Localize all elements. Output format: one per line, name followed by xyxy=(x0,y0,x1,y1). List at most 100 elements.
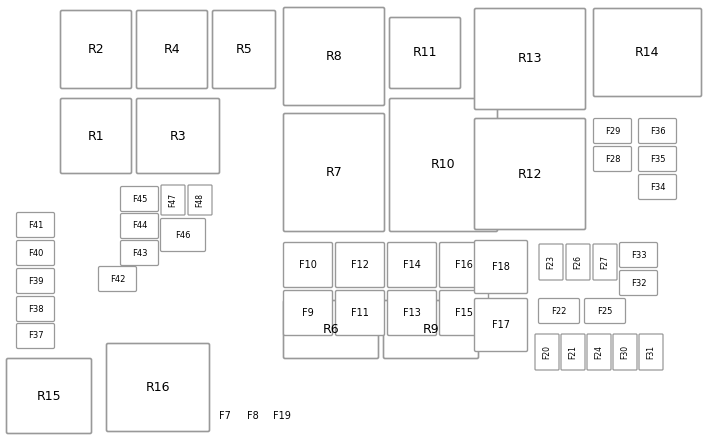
FancyBboxPatch shape xyxy=(284,7,384,106)
FancyBboxPatch shape xyxy=(566,244,590,280)
FancyBboxPatch shape xyxy=(284,301,379,359)
Text: R13: R13 xyxy=(518,52,543,66)
FancyBboxPatch shape xyxy=(474,8,585,110)
FancyBboxPatch shape xyxy=(188,185,212,215)
Text: F39: F39 xyxy=(28,276,43,286)
FancyBboxPatch shape xyxy=(387,242,436,287)
Text: F42: F42 xyxy=(110,275,125,283)
FancyBboxPatch shape xyxy=(336,290,384,335)
FancyBboxPatch shape xyxy=(389,99,498,231)
Text: R6: R6 xyxy=(323,323,339,336)
FancyBboxPatch shape xyxy=(474,118,585,230)
Text: F31: F31 xyxy=(647,345,655,359)
FancyBboxPatch shape xyxy=(16,268,54,293)
Text: F10: F10 xyxy=(299,260,317,270)
FancyBboxPatch shape xyxy=(387,290,436,335)
FancyBboxPatch shape xyxy=(61,99,131,173)
Text: F24: F24 xyxy=(595,345,603,359)
FancyBboxPatch shape xyxy=(587,334,611,370)
Text: F22: F22 xyxy=(551,307,567,315)
Text: F12: F12 xyxy=(351,260,369,270)
FancyBboxPatch shape xyxy=(212,11,275,88)
Text: R8: R8 xyxy=(326,50,342,63)
Text: F18: F18 xyxy=(492,262,510,272)
Text: R12: R12 xyxy=(518,168,543,180)
FancyBboxPatch shape xyxy=(539,244,563,280)
Text: F13: F13 xyxy=(403,308,421,318)
FancyBboxPatch shape xyxy=(98,267,136,291)
Text: F15: F15 xyxy=(455,308,473,318)
FancyBboxPatch shape xyxy=(620,242,657,268)
FancyBboxPatch shape xyxy=(284,114,384,231)
FancyBboxPatch shape xyxy=(474,298,528,352)
FancyBboxPatch shape xyxy=(439,242,488,287)
FancyBboxPatch shape xyxy=(16,323,54,348)
FancyBboxPatch shape xyxy=(61,11,131,88)
FancyBboxPatch shape xyxy=(538,298,580,323)
Text: F17: F17 xyxy=(492,320,510,330)
Text: R5: R5 xyxy=(235,43,252,56)
FancyBboxPatch shape xyxy=(161,185,185,215)
FancyBboxPatch shape xyxy=(120,187,158,212)
Text: F40: F40 xyxy=(28,249,43,257)
Text: F38: F38 xyxy=(28,304,43,313)
Text: F37: F37 xyxy=(28,331,43,341)
Text: F46: F46 xyxy=(175,231,191,239)
Text: R9: R9 xyxy=(423,323,439,336)
Text: F28: F28 xyxy=(605,154,620,164)
FancyBboxPatch shape xyxy=(593,147,632,172)
Text: F34: F34 xyxy=(650,183,665,191)
FancyBboxPatch shape xyxy=(620,271,657,296)
FancyBboxPatch shape xyxy=(613,334,637,370)
FancyBboxPatch shape xyxy=(439,290,488,335)
FancyBboxPatch shape xyxy=(336,242,384,287)
Text: F20: F20 xyxy=(543,345,551,359)
Text: F16: F16 xyxy=(455,260,473,270)
Text: F21: F21 xyxy=(568,345,578,359)
FancyBboxPatch shape xyxy=(639,334,663,370)
FancyBboxPatch shape xyxy=(284,290,332,335)
Text: R2: R2 xyxy=(88,43,104,56)
FancyBboxPatch shape xyxy=(639,118,677,143)
Text: F36: F36 xyxy=(650,126,665,136)
Text: F25: F25 xyxy=(597,307,612,315)
Text: R7: R7 xyxy=(326,166,342,179)
Text: F47: F47 xyxy=(168,193,178,207)
FancyBboxPatch shape xyxy=(474,241,528,293)
FancyBboxPatch shape xyxy=(384,301,478,359)
FancyBboxPatch shape xyxy=(639,175,677,199)
Text: F27: F27 xyxy=(600,255,610,269)
Text: F23: F23 xyxy=(546,255,555,269)
FancyBboxPatch shape xyxy=(16,297,54,322)
FancyBboxPatch shape xyxy=(106,344,210,432)
FancyBboxPatch shape xyxy=(6,359,91,433)
Text: F29: F29 xyxy=(605,126,620,136)
Text: F33: F33 xyxy=(631,250,646,260)
Text: R10: R10 xyxy=(431,158,456,172)
Text: F35: F35 xyxy=(650,154,665,164)
FancyBboxPatch shape xyxy=(639,147,677,172)
Text: F8: F8 xyxy=(247,411,259,421)
Text: R15: R15 xyxy=(36,389,61,403)
Text: R3: R3 xyxy=(170,129,186,143)
Text: R1: R1 xyxy=(88,129,104,143)
Text: F43: F43 xyxy=(132,249,148,257)
FancyBboxPatch shape xyxy=(16,213,54,238)
FancyBboxPatch shape xyxy=(593,244,617,280)
Text: F26: F26 xyxy=(573,255,583,269)
FancyBboxPatch shape xyxy=(120,213,158,238)
FancyBboxPatch shape xyxy=(136,99,220,173)
Text: F48: F48 xyxy=(195,193,205,207)
Text: R16: R16 xyxy=(145,381,170,394)
Text: F41: F41 xyxy=(28,220,43,230)
Text: R4: R4 xyxy=(164,43,180,56)
Text: F19: F19 xyxy=(273,411,291,421)
FancyBboxPatch shape xyxy=(535,334,559,370)
FancyBboxPatch shape xyxy=(389,18,461,88)
FancyBboxPatch shape xyxy=(585,298,625,323)
Text: F9: F9 xyxy=(302,308,314,318)
Text: F30: F30 xyxy=(620,345,630,359)
Text: F45: F45 xyxy=(132,194,147,203)
Text: F14: F14 xyxy=(403,260,421,270)
Text: F11: F11 xyxy=(351,308,369,318)
